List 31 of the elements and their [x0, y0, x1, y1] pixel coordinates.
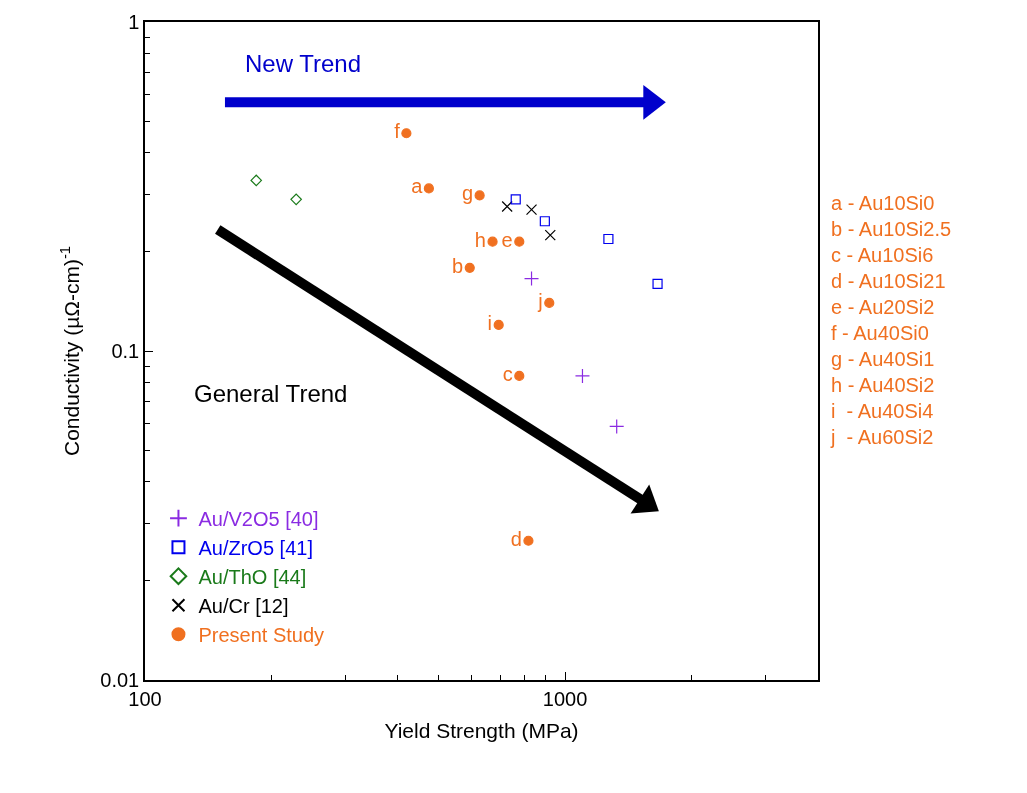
text: c - Au10Si6 — [831, 244, 934, 266]
text: a - Au10Si0 — [831, 192, 935, 214]
legend-label: Au/Cr [12] — [198, 594, 289, 617]
data-label: c — [502, 362, 513, 385]
text: e - Au20Si2 — [831, 296, 935, 318]
text: f - Au40Si0 — [831, 322, 929, 344]
annotation: General Trend — [194, 380, 348, 407]
x-axis-title: Yield Strength (MPa) — [384, 719, 579, 743]
data-label: d — [510, 527, 522, 550]
text: i - Au40Si4 — [831, 400, 934, 422]
text: h - Au40Si2 — [831, 374, 935, 396]
legend-label: Au/ZrO5 [41] — [198, 536, 313, 559]
text: d - Au10Si21 — [831, 270, 946, 292]
data-label: i — [487, 311, 493, 334]
data-label: g — [461, 182, 474, 205]
data-label: b — [452, 254, 464, 277]
text: j - Au60Si2 — [830, 426, 934, 448]
legend-label: Present Study — [198, 623, 325, 646]
text: b - Au10Si2.5 — [831, 218, 952, 240]
x-tick-label: 1000 — [542, 687, 588, 710]
text: g - Au40Si1 — [831, 348, 935, 370]
y-tick-label: 0.1 — [111, 340, 140, 362]
data-label: j — [537, 289, 543, 312]
data-label: a — [411, 175, 424, 198]
legend-label: Au/V2O5 [40] — [198, 507, 319, 530]
legend-label: Au/ThO [44] — [198, 565, 307, 588]
data-label: e — [501, 228, 513, 251]
data-label: h — [474, 228, 486, 251]
data-label: f — [394, 120, 401, 143]
annotation: New Trend — [245, 50, 362, 77]
y-tick-label: 1 — [128, 11, 140, 33]
